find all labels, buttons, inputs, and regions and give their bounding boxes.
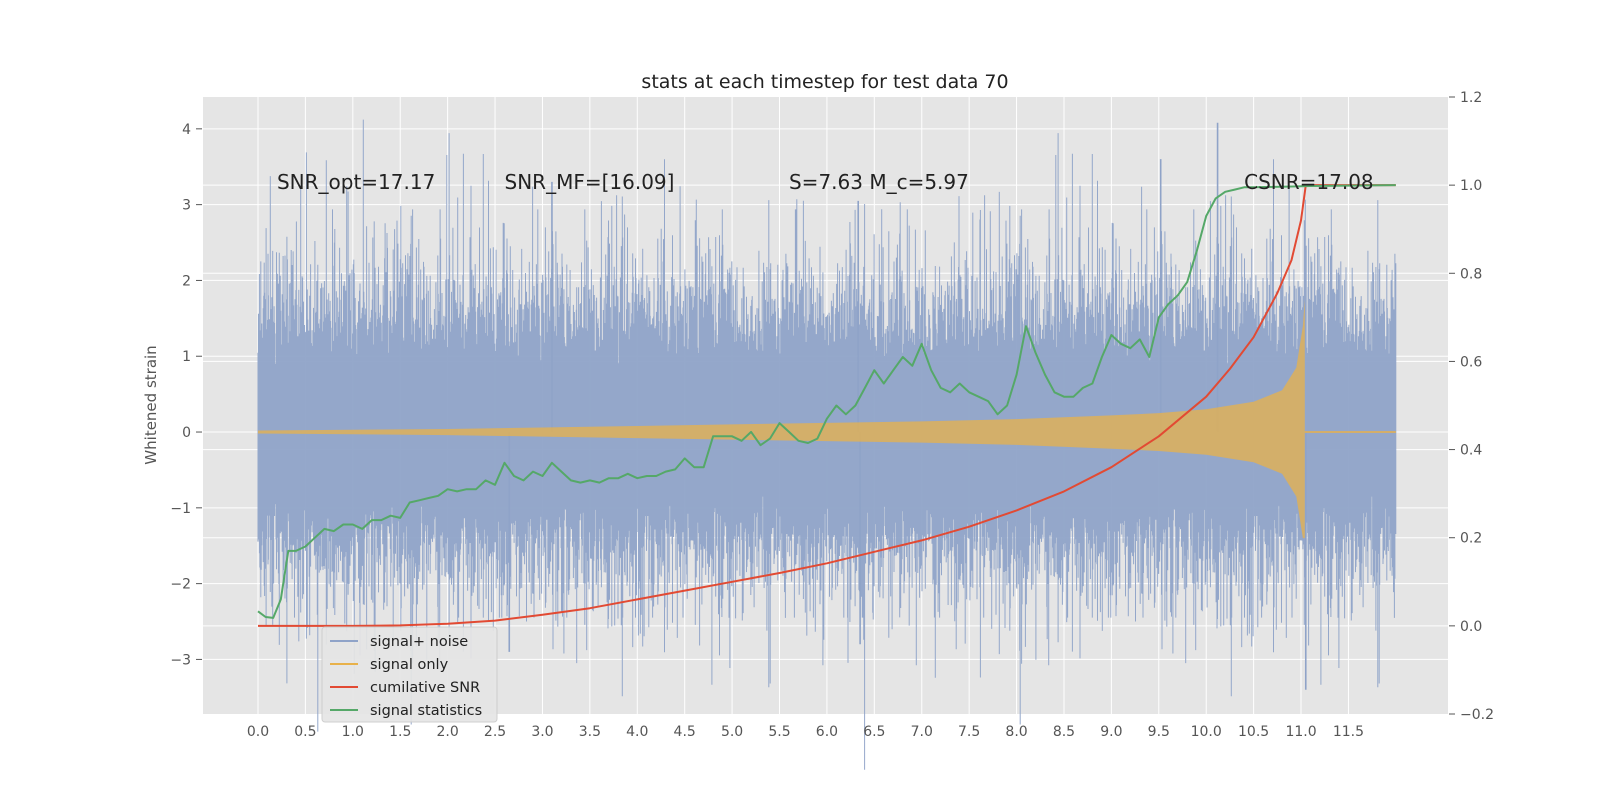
x-tick-label: 6.5 (863, 724, 885, 740)
signal-noise-series (257, 119, 1397, 770)
y-axis-label: Whitened strain (142, 345, 160, 464)
signal-statistics-line (257, 184, 1396, 619)
x-tick-label: 0.0 (247, 724, 269, 740)
x-tick-label: 3.5 (579, 724, 601, 740)
y-tick-label: 4 (182, 122, 191, 138)
chart-title: stats at each timestep for test data 70 (641, 71, 1008, 93)
y-tick-label: −2 (170, 577, 191, 593)
y-tick-label: 0 (182, 425, 191, 441)
x-tick-label: 5.5 (768, 724, 790, 740)
x-tick-label: 10.0 (1191, 724, 1222, 740)
x-tick-label: 4.0 (626, 724, 648, 740)
y2-tick-label: 0.2 (1460, 531, 1482, 547)
y-tick-label: 1 (182, 349, 191, 365)
x-tick-label: 0.5 (294, 724, 316, 740)
x-tick-label: 8.0 (1005, 724, 1027, 740)
y2-tick-label: 1.0 (1460, 178, 1482, 194)
x-tick-label: 10.5 (1238, 724, 1269, 740)
annotation-text: SNR_MF=[16.09] (505, 170, 675, 194)
x-tick-label: 7.0 (911, 724, 933, 740)
x-tick-label: 9.0 (1100, 724, 1122, 740)
x-tick-label: 2.0 (437, 724, 459, 740)
annotation-text: SNR_opt=17.17 (277, 170, 435, 194)
x-tick-label: 2.5 (484, 724, 506, 740)
x-tick-label: 7.5 (958, 724, 980, 740)
x-tick-label: 9.5 (1148, 724, 1170, 740)
cumilative-snr-line (258, 184, 1396, 627)
legend-label: signal+ noise (370, 634, 468, 650)
x-tick-label: 1.0 (342, 724, 364, 740)
x-tick-label: 4.5 (674, 724, 696, 740)
y2-tick-label: 0.8 (1460, 266, 1482, 282)
y-tick-label: 3 (182, 198, 191, 214)
legend-label: signal statistics (370, 703, 482, 719)
y-tick-label: −1 (170, 501, 191, 517)
x-tick-label: 11.5 (1333, 724, 1364, 740)
annotation-text: S=7.63 M_c=5.97 (789, 170, 969, 194)
y-tick-label: −3 (170, 652, 191, 668)
y2-tick-label: 0.0 (1460, 619, 1482, 635)
legend: signal+ noise signal only cumilative SNR si… (321, 626, 498, 723)
y2-tick-label: 1.2 (1460, 90, 1482, 106)
legend-label: signal only (370, 657, 449, 673)
legend-box (321, 626, 498, 723)
legend-label: cumilative SNR (370, 680, 480, 696)
y2-tick-label: −0.2 (1460, 707, 1494, 723)
annotations: SNR_opt=17.17 SNR_MF=[16.09] S=7.63 M_c=5.… (277, 170, 1374, 194)
y2-tick-label: 0.4 (1460, 443, 1482, 459)
x-tick-label: 5.0 (721, 724, 743, 740)
signal-only-envelope (258, 299, 1305, 539)
y2-tick-label: 0.6 (1460, 354, 1482, 370)
x-tick-label: 8.5 (1053, 724, 1075, 740)
axes: 0.0 0.5 1.0 1.5 2.0 2.5 3.0 3.5 4.0 4.5 5.0 5.5 6.0 6… (170, 90, 1494, 740)
x-tick-label: 1.5 (389, 724, 411, 740)
x-tick-label: 6.0 (816, 724, 838, 740)
signal-only-series (258, 299, 1396, 539)
line-series (257, 184, 1396, 627)
annotation-text: CSNR=17.08 (1244, 170, 1374, 194)
y-tick-label: 2 (182, 273, 191, 289)
x-tick-label: 11.0 (1285, 724, 1316, 740)
x-tick-label: 3.0 (531, 724, 553, 740)
